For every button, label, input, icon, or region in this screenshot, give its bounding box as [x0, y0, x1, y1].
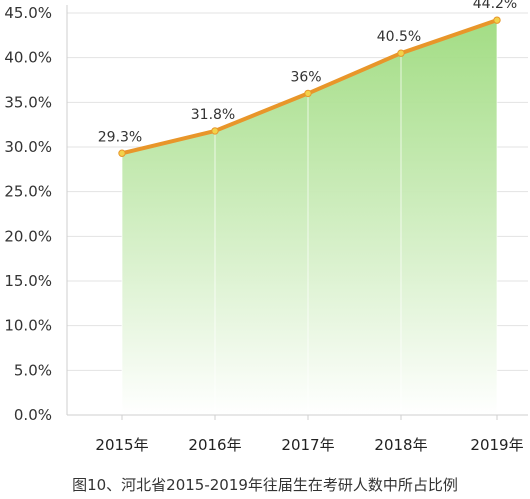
- y-tick-label: 20.0%: [4, 227, 52, 245]
- x-tick-label: 2019年: [470, 436, 523, 454]
- data-label: 40.5%: [377, 29, 421, 45]
- y-tick-label: 40.0%: [4, 49, 52, 67]
- data-point: [493, 16, 501, 24]
- x-axis-ticks: 2015年 2016年 2017年 2018年 2019年: [95, 436, 523, 454]
- area-fill: [122, 20, 497, 415]
- chart-caption: 图10、河北省2015-2019年往届生在考研人数中所占比例: [72, 476, 458, 494]
- data-label: 36%: [290, 69, 321, 85]
- data-point: [118, 149, 126, 157]
- y-tick-label: 45.0%: [4, 4, 52, 22]
- data-label: 31.8%: [191, 107, 235, 123]
- data-point: [397, 49, 405, 57]
- x-tick-label: 2017年: [281, 436, 334, 454]
- y-tick-label: 30.0%: [4, 138, 52, 156]
- data-label: 44.2%: [473, 0, 517, 12]
- x-tick-label: 2015年: [95, 436, 148, 454]
- data-point: [304, 89, 312, 98]
- data-labels: 29.3% 31.8% 36% 40.5% 44.2%: [98, 0, 517, 145]
- y-tick-label: 15.0%: [4, 272, 52, 290]
- area-fill-group: [121, 20, 498, 415]
- data-point: [211, 127, 219, 135]
- y-tick-label: 0.0%: [14, 406, 52, 424]
- data-label: 29.3%: [98, 129, 142, 145]
- y-axis-ticks: 0.0% 5.0% 10.0% 15.0% 20.0% 25.0% 30.0% 35.0% 40…: [4, 4, 52, 424]
- axes: [66, 5, 528, 420]
- y-tick-label: 5.0%: [14, 361, 52, 379]
- markers: [118, 16, 501, 157]
- y-tick-label: 25.0%: [4, 183, 52, 201]
- x-tick-label: 2016年: [188, 436, 241, 454]
- y-tick-label: 35.0%: [4, 93, 52, 111]
- x-tick-label: 2018年: [374, 436, 427, 454]
- y-tick-label: 10.0%: [4, 317, 52, 335]
